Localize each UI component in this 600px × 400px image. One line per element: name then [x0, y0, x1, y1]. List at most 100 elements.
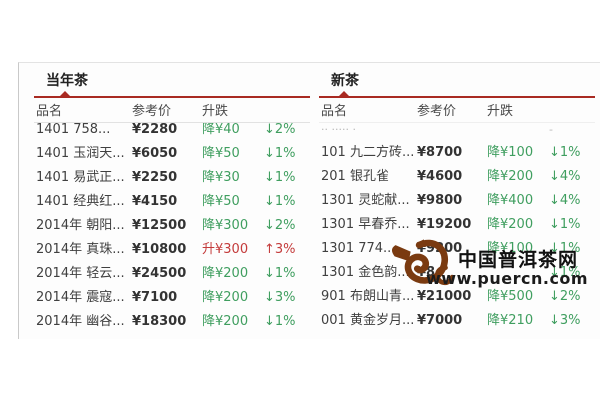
change-percent: ↓2% — [264, 122, 296, 137]
product-name: 2014年 朝阳... — [36, 218, 125, 233]
product-name: 2014年 震寇... — [36, 290, 125, 305]
reference-price: ¥12500 — [132, 218, 187, 233]
tab-underline — [34, 91, 310, 98]
table-row[interactable]: 2014年 真珠... ¥10800 升¥300 ↑3% — [34, 238, 310, 262]
table-header: 品名 参考价 升跌 — [34, 102, 310, 122]
reference-price: ¥8700 — [417, 145, 463, 160]
tab-new-tea[interactable]: 新茶 — [331, 73, 359, 89]
change-percent: ↓3% — [264, 290, 296, 305]
change-amount: 降¥50 — [202, 146, 240, 161]
product-name: 1401 易武正... — [36, 170, 125, 185]
product-name: 001 黄金岁月... — [321, 313, 415, 328]
change-percent: ↓1% — [549, 241, 581, 256]
change-percent: ↑3% — [264, 242, 296, 257]
product-name: 1301 金色韵... — [321, 265, 410, 280]
table-row[interactable]: 2014年 幽谷... ¥18300 降¥200 ↓1% — [34, 310, 310, 334]
product-name: 1301 灵蛇献... — [321, 193, 410, 208]
change-percent: ↓1% — [549, 265, 581, 280]
reference-price: ¥21000 — [417, 289, 472, 304]
change-amount: 降¥200 — [202, 290, 249, 305]
product-name: 1401 758... — [36, 122, 111, 137]
change-percent: ↓1% — [264, 314, 296, 329]
site-watermark: 中国普洱茶网 www.puercn.com — [388, 233, 588, 295]
header-product-name: 品名 — [36, 104, 63, 119]
reference-price: ¥7000 — [417, 313, 463, 328]
product-name: 201 银孔雀 — [321, 169, 389, 184]
table-row[interactable]: 1301 早春乔... ¥19200 降¥200 ↓1% — [319, 213, 595, 237]
change-amount: 降¥500 — [487, 289, 534, 304]
tab-underline — [319, 91, 595, 98]
header-rise-fall: 升跌 — [202, 104, 229, 119]
reference-price: ¥10800 — [132, 242, 187, 257]
change-amount: 降¥200 — [202, 266, 249, 281]
change-amount: 降¥100 — [487, 241, 534, 256]
reference-price: ¥24500 — [132, 266, 187, 281]
table-row[interactable]: 201 银孔雀 ¥4600 降¥200 ↓4% — [319, 165, 595, 189]
price-board: 当年茶 品名 参考价 升跌 1401 758... ¥2280 降¥40 ↓2% 140… — [18, 62, 600, 339]
table-row[interactable]: 1401 经典红... ¥4150 降¥50 ↓1% — [34, 190, 310, 214]
change-percent: ↓2% — [264, 218, 296, 233]
table-row[interactable]: 2014年 震寇... ¥7100 降¥200 ↓3% — [34, 286, 310, 310]
watermark-site-url: www.puercn.com — [426, 269, 589, 288]
tea-price-table-new: 新茶 品名 参考价 升跌 ·· ····· · - 101 九二方砖... ¥87… — [319, 69, 595, 333]
product-name: 2014年 幽谷... — [36, 314, 125, 329]
product-name: 1301 早春乔... — [321, 217, 410, 232]
change-amount: 降¥210 — [487, 313, 534, 328]
table-row[interactable]: 001 黄金岁月... ¥7000 降¥210 ↓3% — [319, 309, 595, 333]
change-percent: ↓3% — [549, 313, 581, 328]
product-name: 101 九二方砖... — [321, 145, 415, 160]
tea-price-table-current-year: 当年茶 品名 参考价 升跌 1401 758... ¥2280 降¥40 ↓2% 140… — [34, 69, 310, 339]
tab-active-indicator — [339, 91, 349, 96]
teapot-dragon-logo-icon — [391, 239, 454, 286]
change-amount: 降¥200 — [202, 314, 249, 329]
reference-price: ¥9800 — [417, 193, 463, 208]
table-row[interactable]: 1401 758... ¥2280 降¥40 ↓2% — [34, 122, 310, 142]
table-row[interactable]: 2014年 朝阳... ¥12500 降¥300 ↓2% — [34, 214, 310, 238]
change-amount: 降¥40 — [202, 122, 240, 137]
reference-price: ¥19200 — [417, 217, 472, 232]
tab-current-year-tea[interactable]: 当年茶 — [46, 73, 88, 89]
change-percent: ↓4% — [549, 169, 581, 184]
change-percent: ↓1% — [549, 145, 581, 160]
change-percent: ↓1% — [264, 266, 296, 281]
change-amount: 降¥200 — [487, 169, 534, 184]
header-reference-price: 参考价 — [417, 104, 457, 119]
clipped-row-remnant: ·· ····· · - — [319, 122, 595, 141]
product-name: 1401 玉润天... — [36, 146, 125, 161]
change-percent: ↓1% — [264, 194, 296, 209]
table-row[interactable]: 1401 易武正... ¥2250 降¥30 ↓1% — [34, 166, 310, 190]
table-row[interactable]: 1301 774... ¥9200 降¥100 ↓1% — [319, 237, 595, 261]
change-percent: ↓1% — [264, 170, 296, 185]
product-name: 2014年 真珠... — [36, 242, 125, 257]
table-row[interactable]: 901 布朗山青... ¥21000 降¥500 ↓2% — [319, 285, 595, 309]
change-percent: ↓1% — [549, 217, 581, 232]
table-row[interactable]: 101 九二方砖... ¥8700 降¥100 ↓1% — [319, 141, 595, 165]
header-reference-price: 参考价 — [132, 104, 172, 119]
table-rows: 101 九二方砖... ¥8700 降¥100 ↓1% 201 银孔雀 ¥4600 降¥20… — [319, 141, 595, 333]
product-name: 1401 经典红... — [36, 194, 125, 209]
change-amount: 降¥200 — [487, 217, 534, 232]
change-amount: 降¥50 — [202, 194, 240, 209]
clipped-dots: ·· ····· · — [321, 123, 356, 136]
table-row[interactable]: 1401 玉润天... ¥6050 降¥50 ↓1% — [34, 142, 310, 166]
header-rise-fall: 升跌 — [487, 104, 514, 119]
table-row[interactable]: 1301 灵蛇献... ¥9800 降¥400 ↓4% — [319, 189, 595, 213]
table-row[interactable]: 2014年 轻云... ¥24500 降¥200 ↓1% — [34, 262, 310, 286]
change-percent: ↓2% — [549, 289, 581, 304]
change-percent: ↓1% — [264, 146, 296, 161]
change-amount: 降¥400 — [487, 193, 534, 208]
table-rows: 1401 758... ¥2280 降¥40 ↓2% 1401 玉润天... ¥6050 降… — [34, 122, 310, 339]
reference-price: ¥4150 — [132, 194, 178, 209]
tab-active-indicator — [60, 91, 70, 96]
change-amount: 降¥100 — [487, 145, 534, 160]
header-product-name: 品名 — [321, 104, 348, 119]
product-name: 2014年 轻云... — [36, 266, 125, 281]
reference-price: ¥2280 — [132, 122, 178, 137]
clipped-dash: - — [549, 123, 553, 136]
change-amount: 升¥300 — [202, 242, 249, 257]
product-name: 901 布朗山青... — [321, 289, 415, 304]
table-row[interactable]: 1301 金色韵... ¥8 ↓1% — [319, 261, 595, 285]
table-header: 品名 参考价 升跌 — [319, 102, 595, 122]
reference-price: ¥18300 — [132, 314, 187, 329]
